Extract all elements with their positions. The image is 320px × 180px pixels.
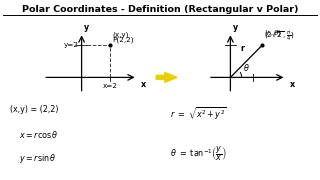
Text: x=2: x=2: [103, 83, 118, 89]
Text: P(2,2): P(2,2): [112, 37, 133, 43]
Text: Polar Coordinates - Definition (Rectangular v Polar): Polar Coordinates - Definition (Rectangu…: [22, 4, 298, 14]
Text: $\theta\ =\ \tan^{-1}\!\left(\dfrac{y}{x}\right)$: $\theta\ =\ \tan^{-1}\!\left(\dfrac{y}{x…: [170, 145, 227, 163]
Text: $(2\sqrt{2},\frac{\pi}{4})$: $(2\sqrt{2},\frac{\pi}{4})$: [264, 30, 294, 43]
Text: (x,y): (x,y): [112, 31, 128, 38]
Text: $(r,\theta)$: $(r,\theta)$: [264, 28, 282, 38]
Text: y: y: [233, 22, 238, 32]
Text: (x,y) = (2,2): (x,y) = (2,2): [10, 105, 58, 114]
Text: r: r: [241, 44, 244, 53]
Text: $r\ =\ \sqrt{x^2+y^2}$: $r\ =\ \sqrt{x^2+y^2}$: [170, 105, 227, 123]
Text: $\theta$: $\theta$: [243, 62, 249, 73]
Text: x: x: [290, 80, 295, 89]
Text: $y = r\sin\theta$: $y = r\sin\theta$: [19, 152, 57, 165]
Text: y=2: y=2: [63, 42, 78, 48]
FancyArrow shape: [156, 73, 177, 82]
Text: $x = r\cos\theta$: $x = r\cos\theta$: [19, 129, 59, 140]
Text: x: x: [141, 80, 146, 89]
Text: y: y: [84, 22, 89, 32]
